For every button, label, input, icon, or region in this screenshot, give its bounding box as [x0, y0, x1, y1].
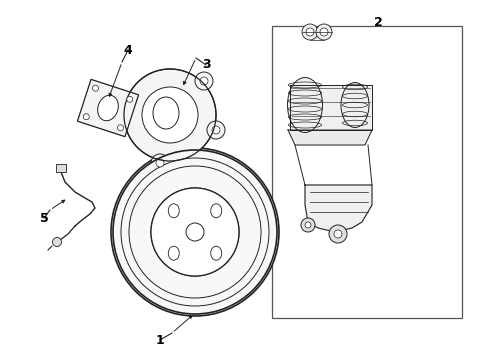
Ellipse shape	[341, 82, 369, 127]
Ellipse shape	[98, 95, 118, 121]
Circle shape	[142, 87, 198, 143]
Circle shape	[320, 28, 328, 36]
Circle shape	[334, 230, 342, 238]
Ellipse shape	[168, 204, 179, 218]
Text: 5: 5	[40, 212, 49, 225]
Ellipse shape	[111, 148, 279, 316]
Circle shape	[200, 77, 208, 85]
Ellipse shape	[129, 166, 261, 298]
Text: 3: 3	[202, 58, 210, 72]
Ellipse shape	[211, 246, 221, 260]
Circle shape	[301, 218, 315, 232]
Bar	[56, 164, 66, 172]
Circle shape	[316, 24, 332, 40]
Ellipse shape	[288, 77, 322, 132]
Ellipse shape	[151, 188, 239, 276]
Polygon shape	[305, 185, 372, 232]
Ellipse shape	[121, 158, 269, 306]
Ellipse shape	[168, 246, 179, 260]
Circle shape	[93, 85, 98, 91]
Circle shape	[52, 238, 62, 247]
Ellipse shape	[186, 223, 204, 241]
Ellipse shape	[153, 97, 179, 129]
Polygon shape	[290, 85, 372, 130]
Circle shape	[329, 225, 347, 243]
Circle shape	[207, 121, 225, 139]
Circle shape	[151, 154, 169, 172]
Ellipse shape	[211, 204, 221, 218]
Circle shape	[305, 222, 311, 228]
Ellipse shape	[113, 150, 277, 314]
Circle shape	[195, 72, 213, 90]
Circle shape	[83, 114, 89, 120]
Polygon shape	[77, 79, 139, 137]
Bar	[272, 26, 462, 318]
Circle shape	[118, 125, 123, 131]
Circle shape	[306, 28, 314, 36]
Circle shape	[156, 159, 164, 167]
Text: 2: 2	[373, 15, 382, 28]
Circle shape	[124, 69, 216, 161]
Text: 4: 4	[123, 44, 132, 57]
Text: 1: 1	[156, 333, 164, 346]
Circle shape	[212, 126, 220, 134]
Polygon shape	[288, 130, 372, 145]
Circle shape	[302, 24, 318, 40]
Ellipse shape	[151, 188, 239, 276]
Circle shape	[127, 96, 133, 102]
